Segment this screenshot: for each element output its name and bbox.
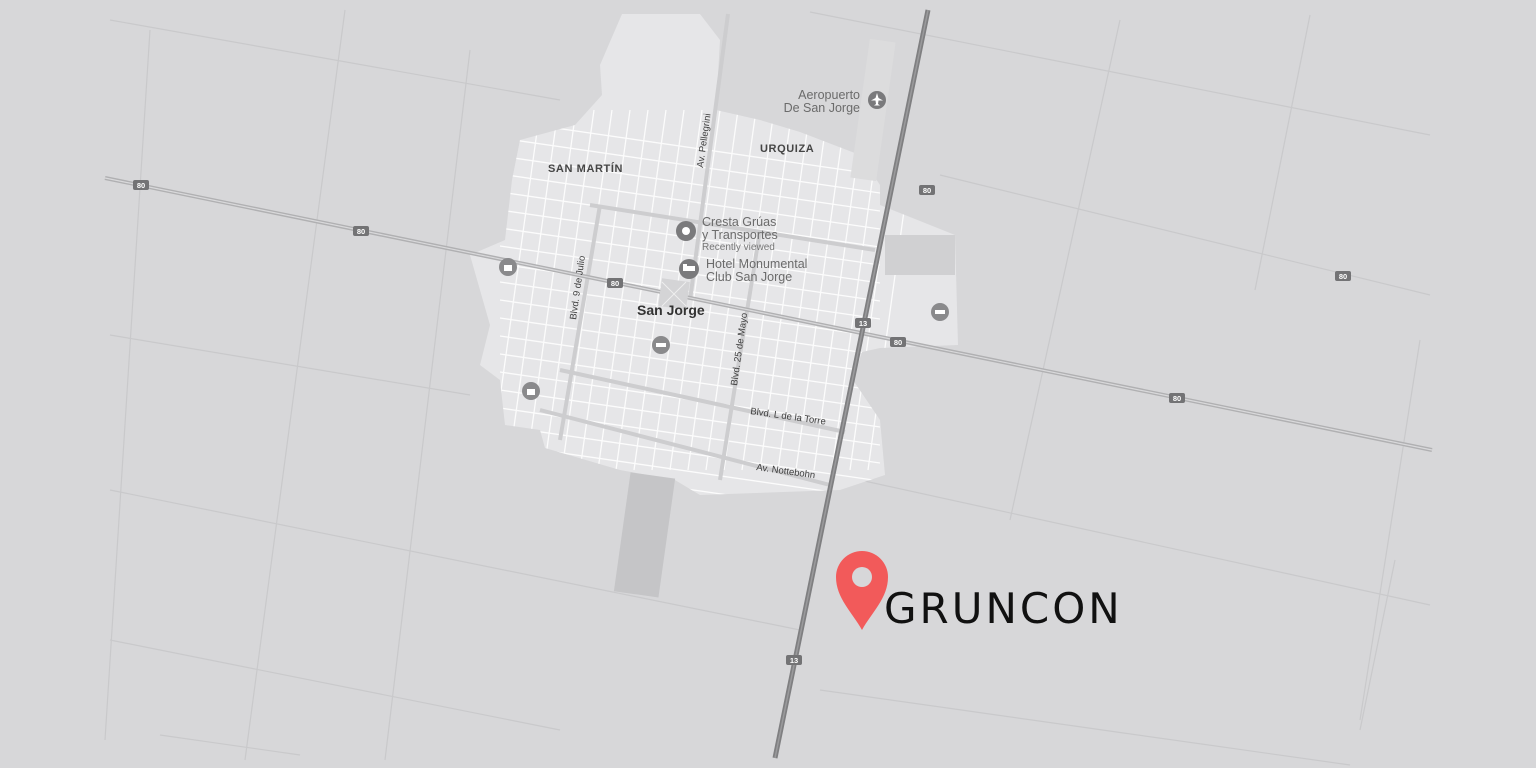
svg-text:13: 13: [859, 319, 867, 328]
block-street: [597, 109, 649, 471]
block-street: [499, 173, 881, 230]
block-street: [615, 109, 667, 471]
block-street: [499, 425, 881, 482]
airport-label-line2: De San Jorge: [784, 101, 860, 115]
district-label-urquiza: URQUIZA: [760, 143, 814, 155]
svg-text:80: 80: [611, 279, 619, 288]
hotel-label-line1: Hotel Monumental: [706, 257, 807, 271]
main-plaza: [658, 278, 690, 310]
svg-text:80: 80: [894, 338, 902, 347]
route-shield-80: 80: [607, 278, 623, 288]
route-shield-80: 80: [1169, 393, 1185, 403]
block-street: [795, 109, 847, 471]
block-street: [499, 281, 881, 338]
route-shield-80: 80: [1335, 271, 1351, 281]
svg-text:80: 80: [357, 227, 365, 236]
block-street: [499, 317, 881, 374]
block-street: [499, 227, 881, 284]
block-street: [499, 155, 881, 212]
svg-text:80: 80: [137, 181, 145, 190]
block-street: [759, 109, 811, 471]
place-icon: [676, 221, 696, 241]
hotel-monumental-poi[interactable]: Hotel Monumental Club San Jorge: [679, 257, 807, 284]
cresta-recently-viewed: Recently viewed: [702, 242, 775, 253]
route-shield-80: 80: [890, 337, 906, 347]
airport-label-line1: Aeropuerto: [798, 88, 860, 102]
route-shield-80: 80: [919, 185, 935, 195]
gruncon-logo-text: GRUNCON: [884, 584, 1123, 633]
block-street: [705, 109, 757, 471]
svg-text:80: 80: [1339, 272, 1347, 281]
location-pin-icon: [836, 551, 888, 630]
route-shield-13: 13: [786, 655, 802, 665]
highway-13: [772, 9, 931, 759]
route-shield-13: 13: [855, 318, 871, 328]
park-area: [613, 472, 676, 598]
block-street: [499, 119, 881, 176]
svg-text:80: 80: [1173, 394, 1181, 403]
avenues: [539, 13, 876, 487]
city-label[interactable]: San Jorge: [637, 302, 705, 318]
block-street: [499, 137, 881, 194]
cresta-label-line1: Cresta Grúas: [702, 215, 776, 229]
block-street: [499, 335, 881, 392]
gruncon-brand[interactable]: GRUNCON: [836, 551, 1123, 633]
airplane-icon: [868, 91, 886, 109]
block-street: [499, 443, 881, 495]
block-street: [579, 109, 631, 471]
shopping-icon[interactable]: [499, 258, 517, 276]
route-shield-80: 80: [133, 180, 149, 190]
block-street: [499, 353, 881, 410]
rural-roads: [104, 9, 1431, 766]
airfield-area: [850, 38, 896, 182]
industrial-area: [885, 235, 955, 275]
svg-text:80: 80: [923, 186, 931, 195]
block-street: [687, 109, 739, 471]
district-label-san-martin: SAN MARTÍN: [548, 162, 623, 175]
block-street: [543, 109, 595, 471]
lodging-icon[interactable]: [931, 303, 949, 321]
highway-80: [104, 176, 1433, 452]
cresta-gruas-poi[interactable]: Cresta Grúas y Transportes Recently view…: [676, 215, 778, 253]
hotel-icon: [679, 259, 699, 279]
location-pin-hole: [852, 567, 872, 587]
cresta-label-line2: y Transportes: [702, 228, 778, 242]
block-street: [669, 109, 721, 471]
hotel-label-line2: Club San Jorge: [706, 270, 792, 284]
block-street: [499, 389, 881, 446]
airport-poi[interactable]: Aeropuerto De San Jorge: [784, 88, 886, 115]
urban-area: [470, 14, 958, 495]
route-shield-80: 80: [353, 226, 369, 236]
svg-text:13: 13: [790, 656, 798, 665]
lodging-icon[interactable]: [652, 336, 670, 354]
shopping-icon[interactable]: [522, 382, 540, 400]
block-street: [499, 299, 881, 356]
